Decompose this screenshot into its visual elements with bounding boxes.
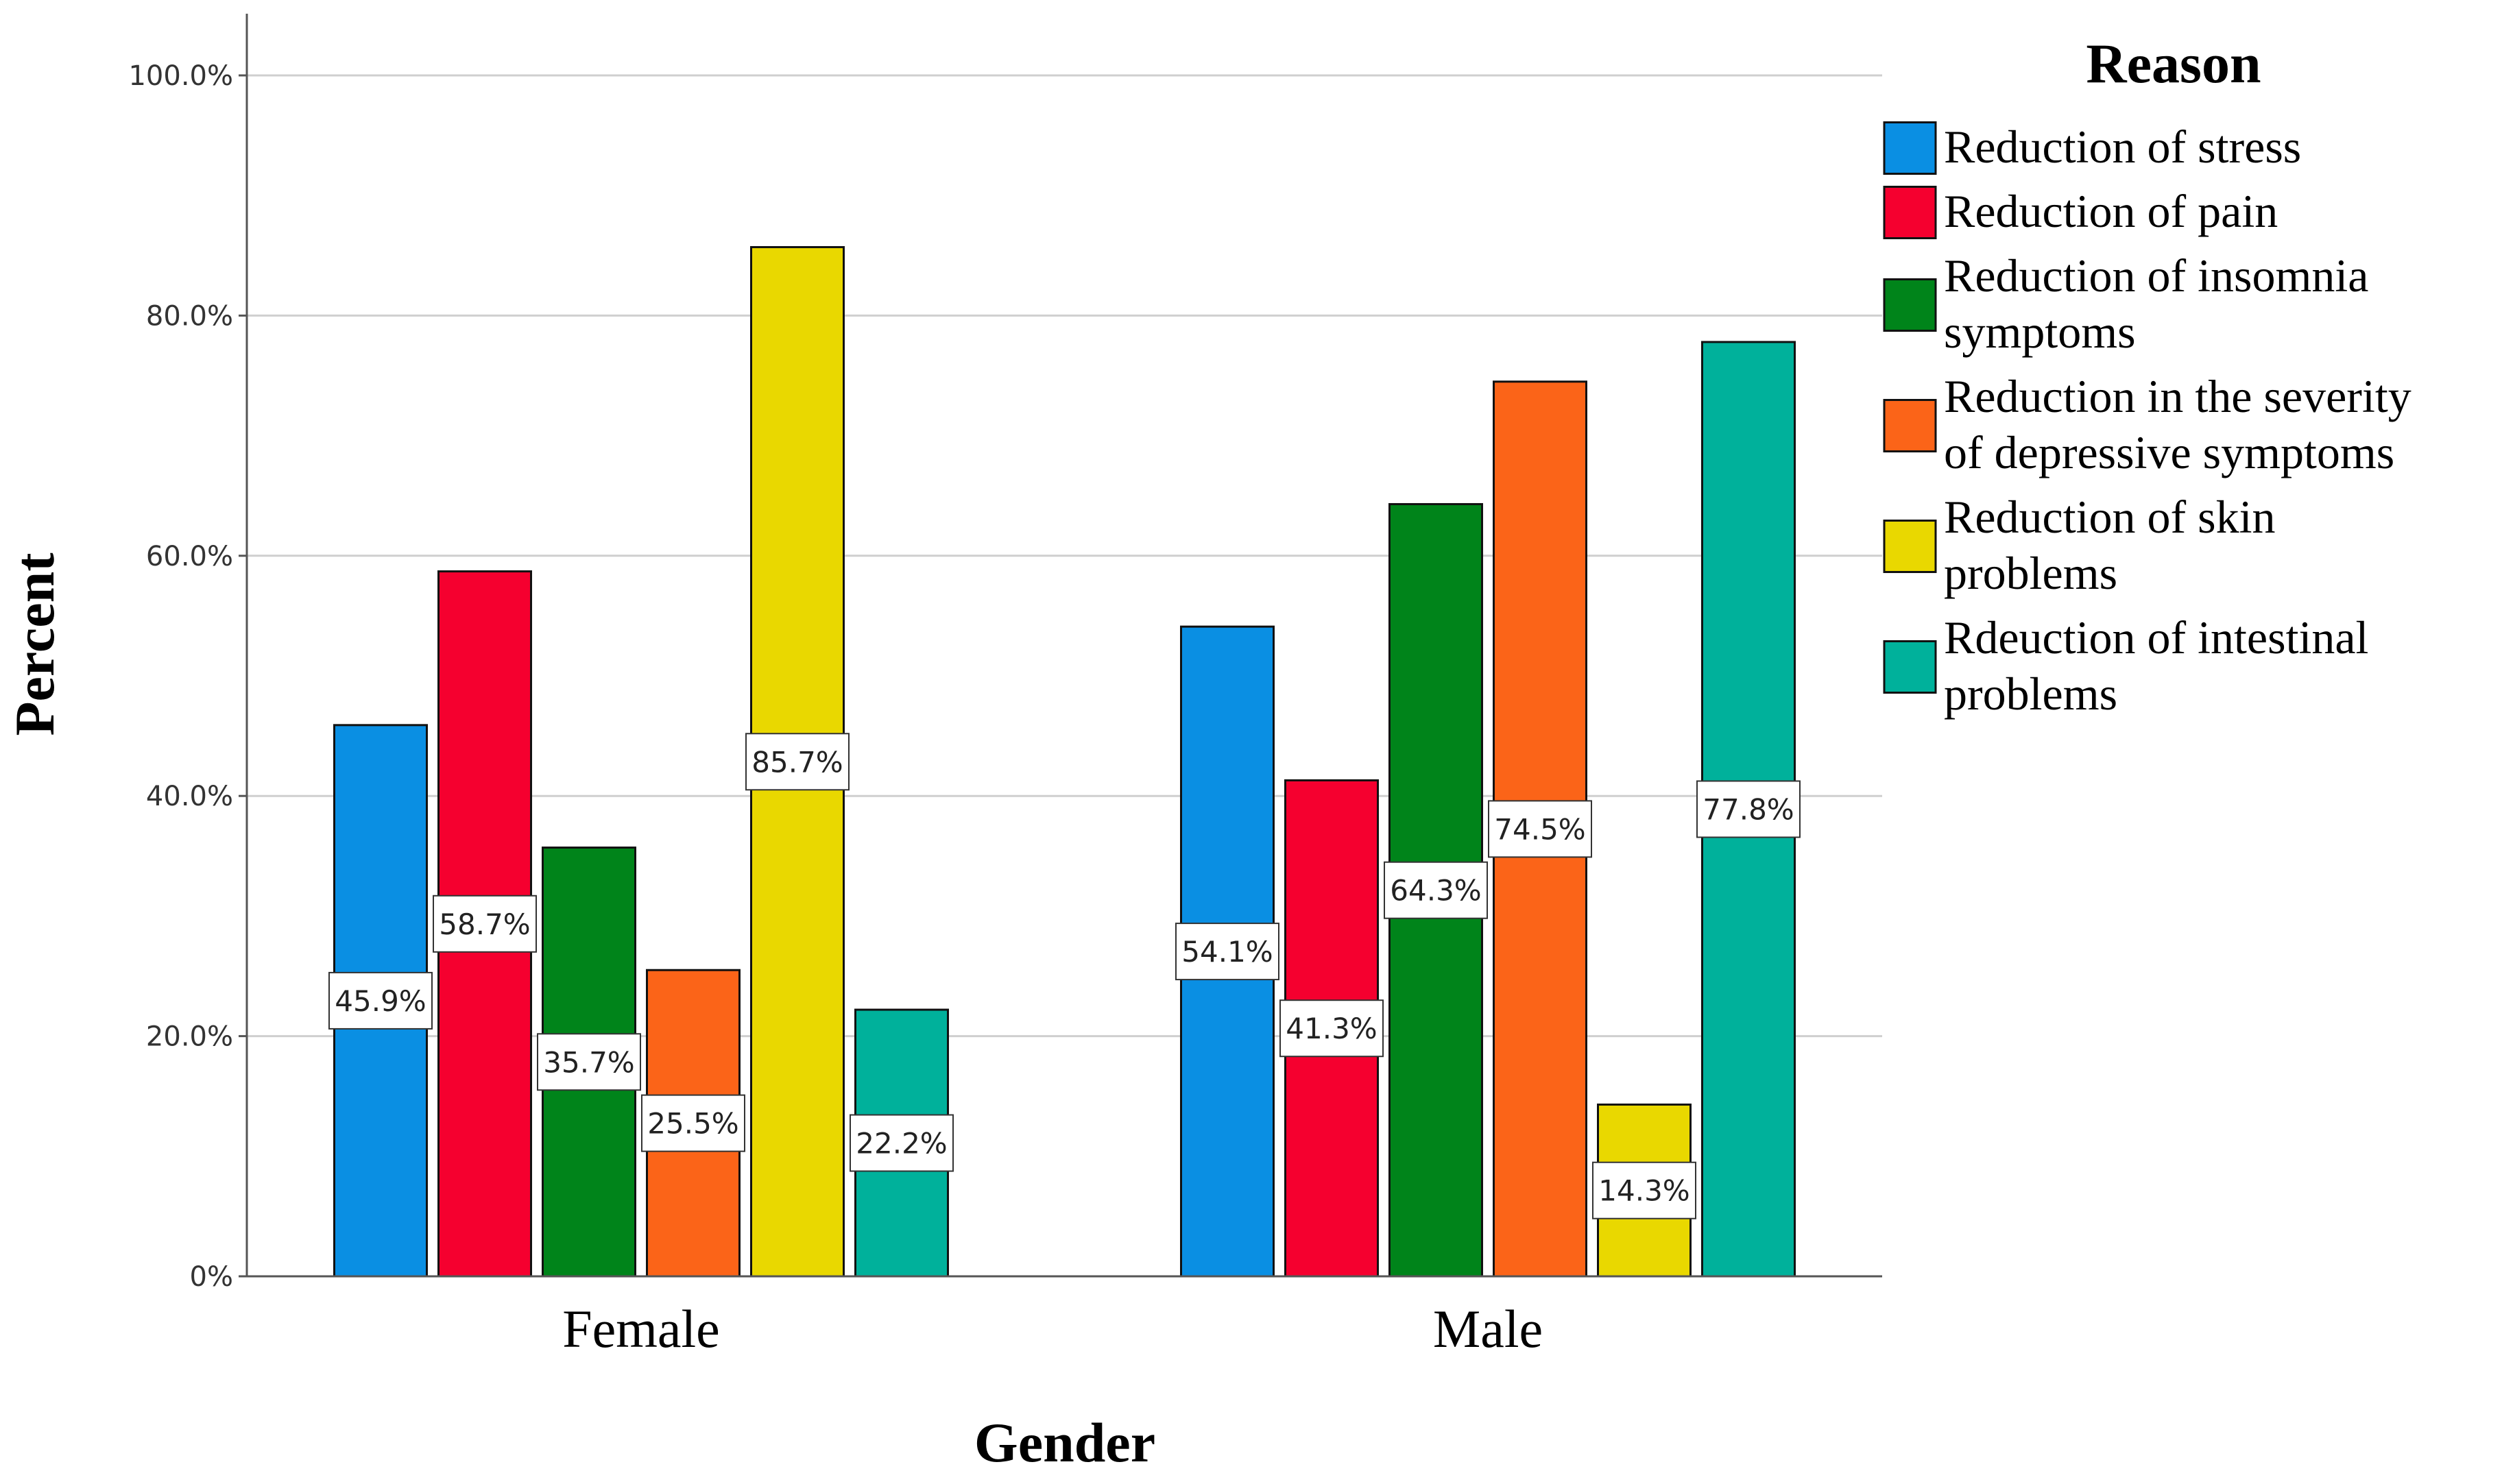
legend-label: symptoms — [1944, 306, 2136, 358]
data-label-box — [328, 971, 433, 1030]
data-label-female-series-1: 58.7% — [433, 895, 537, 953]
legend-label: problems — [1944, 547, 2117, 599]
x-tick-label-male: Male — [1433, 1299, 1543, 1359]
data-label-text: 64.3% — [1390, 874, 1481, 908]
data-label-text: 74.5% — [1494, 812, 1585, 846]
data-label-box — [1279, 999, 1384, 1058]
legend-label: Reduction in the severity — [1944, 370, 2411, 422]
y-tick-label: 100.0% — [128, 60, 233, 92]
data-label-text: 54.1% — [1181, 935, 1273, 969]
y-tick-label: 80.0% — [146, 300, 233, 332]
legend: Reason Reduction of stress Reduction of pa… — [1883, 32, 2411, 720]
legend-entry-1: Reduction of pain — [1883, 185, 2278, 239]
legend-swatch — [1883, 640, 1937, 694]
legend-label: Rdeuction of intestinal — [1944, 611, 2368, 664]
data-label-box — [1696, 780, 1801, 838]
y-axis-title: Percent — [3, 552, 66, 735]
data-label-text: 25.5% — [647, 1107, 738, 1141]
data-label-text: 85.7% — [751, 745, 843, 779]
y-tick-label: 0% — [190, 1261, 233, 1293]
data-labels: 45.9% 58.7% 35.7% 25.5% 85.7% 22.2% 54.1% 41.3%… — [328, 733, 1801, 1219]
data-label-box — [1384, 861, 1488, 919]
data-label-box — [433, 895, 537, 953]
x-tick-label-female: Female — [562, 1299, 720, 1359]
data-label-male-series-1: 41.3% — [1279, 999, 1384, 1058]
data-label-text: 58.7% — [439, 908, 530, 941]
data-label-box — [850, 1114, 954, 1172]
data-label-text: 14.3% — [1598, 1174, 1689, 1208]
data-label-male-series-3: 74.5% — [1488, 800, 1592, 858]
data-label-female-series-3: 25.5% — [641, 1094, 745, 1152]
data-label-male-series-5: 77.8% — [1696, 780, 1801, 838]
data-label-text: 45.9% — [335, 984, 426, 1018]
legend-swatch — [1883, 186, 1937, 239]
data-label-box — [1488, 800, 1592, 858]
legend-label: of depressive symptoms — [1944, 426, 2394, 478]
data-label-female-series-4: 85.7% — [745, 733, 850, 791]
data-label-text: 35.7% — [543, 1045, 634, 1079]
bars — [333, 246, 1796, 1278]
y-tick-label: 60.0% — [146, 541, 233, 572]
data-label-box — [745, 733, 850, 791]
legend-swatch — [1883, 520, 1937, 573]
legend-entry-0: Reduction of stress — [1883, 121, 2301, 175]
legend-swatch — [1883, 121, 1937, 175]
data-label-text: 77.8% — [1703, 792, 1794, 826]
legend-swatch — [1883, 278, 1937, 332]
data-label-box — [537, 1033, 641, 1091]
data-label-text: 22.2% — [856, 1127, 947, 1160]
legend-label: Reduction of stress — [1944, 121, 2301, 173]
legend-swatch — [1883, 399, 1937, 452]
x-axis-title: Gender — [974, 1411, 1155, 1474]
legend-title: Reason — [2086, 32, 2261, 95]
axis-titles: Gender Percent — [3, 552, 1155, 1474]
legend-label: Reduction of skin — [1944, 491, 2276, 543]
legend-label: problems — [1944, 668, 2117, 720]
data-label-male-series-0: 54.1% — [1175, 923, 1279, 981]
data-label-box — [1592, 1161, 1696, 1219]
data-label-female-series-2: 35.7% — [537, 1033, 641, 1091]
legend-label: Reduction of insomnia — [1944, 250, 2368, 302]
legend-label: Reduction of pain — [1944, 185, 2278, 237]
y-tick-label: 40.0% — [146, 781, 233, 812]
data-label-box — [1175, 923, 1279, 981]
data-label-box — [641, 1094, 745, 1152]
data-label-female-series-5: 22.2% — [850, 1114, 954, 1172]
data-label-text: 41.3% — [1286, 1012, 1377, 1045]
data-label-female-series-0: 45.9% — [328, 971, 433, 1030]
data-label-male-series-4: 14.3% — [1592, 1161, 1696, 1219]
axes: 0% 20.0% 40.0% 60.0% 80.0% 100.0% Female Male — [128, 14, 1882, 1359]
data-label-male-series-2: 64.3% — [1384, 861, 1488, 919]
y-tick-label: 20.0% — [146, 1021, 233, 1053]
